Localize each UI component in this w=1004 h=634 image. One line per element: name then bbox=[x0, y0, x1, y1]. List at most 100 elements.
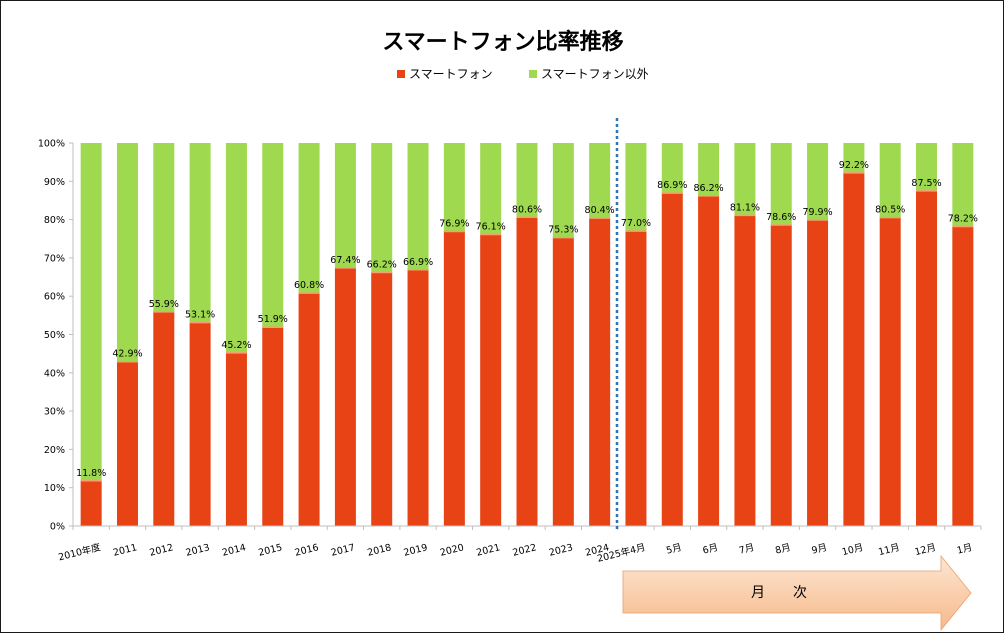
bar-other bbox=[371, 143, 393, 273]
data-label: 45.2% bbox=[221, 340, 251, 351]
bar-other bbox=[661, 143, 683, 194]
bar-other bbox=[298, 143, 320, 294]
data-label: 86.9% bbox=[657, 180, 687, 191]
data-label: 79.9% bbox=[802, 207, 832, 218]
bar-other bbox=[480, 143, 502, 235]
bar-smartphone bbox=[843, 172, 865, 526]
y-tick-label: 0% bbox=[50, 522, 65, 533]
bar-other bbox=[843, 143, 865, 173]
bar-smartphone bbox=[879, 217, 901, 526]
data-label: 76.9% bbox=[439, 218, 469, 229]
bar-other bbox=[879, 143, 901, 218]
data-label: 42.9% bbox=[112, 349, 142, 360]
bars bbox=[80, 143, 974, 527]
y-tick-label: 10% bbox=[44, 483, 65, 494]
bar-other bbox=[552, 143, 574, 238]
bar-smartphone bbox=[807, 219, 829, 526]
bar-other bbox=[770, 143, 792, 225]
data-label: 11.8% bbox=[76, 468, 106, 479]
x-tick-label: 2012 bbox=[148, 542, 174, 559]
bar-smartphone bbox=[80, 480, 102, 526]
x-tick-label: 2018 bbox=[366, 542, 392, 559]
bar-smartphone bbox=[298, 293, 320, 526]
bar-smartphone bbox=[734, 215, 756, 526]
bar-other bbox=[225, 143, 247, 353]
bar-other bbox=[734, 143, 756, 216]
bar-other bbox=[807, 143, 829, 220]
data-label: 87.5% bbox=[911, 178, 941, 189]
y-tick-label: 100% bbox=[38, 139, 65, 150]
x-tick-label: 9月 bbox=[811, 542, 829, 556]
chart-title: スマートフォン比率推移 bbox=[382, 29, 623, 55]
bar-smartphone bbox=[916, 190, 938, 526]
data-label: 80.4% bbox=[585, 205, 615, 216]
x-tick-label: 2020 bbox=[439, 542, 465, 559]
data-label: 60.8% bbox=[294, 280, 324, 291]
y-tick-label: 50% bbox=[44, 330, 65, 341]
x-tick-label: 8月 bbox=[774, 542, 792, 556]
legend-label-other: スマートフォン以外 bbox=[541, 67, 649, 81]
bar-smartphone bbox=[480, 234, 502, 527]
x-tick-label: 2011 bbox=[112, 542, 138, 559]
bar-smartphone bbox=[698, 195, 720, 526]
y-tick-label: 30% bbox=[44, 407, 65, 418]
bar-other bbox=[625, 143, 647, 232]
legend: スマートフォン スマートフォン以外 bbox=[397, 67, 649, 81]
x-tick-label: 6月 bbox=[702, 542, 720, 556]
y-tick-label: 90% bbox=[44, 177, 65, 188]
bar-smartphone bbox=[661, 193, 683, 526]
bar-other bbox=[80, 143, 102, 481]
data-label: 92.2% bbox=[839, 160, 869, 171]
bar-other bbox=[189, 143, 211, 323]
bar-smartphone bbox=[371, 272, 393, 526]
data-label: 53.1% bbox=[185, 310, 215, 321]
data-label: 76.1% bbox=[476, 222, 506, 233]
bar-other bbox=[334, 143, 356, 268]
monthly-arrow-label: 月 次 bbox=[751, 585, 807, 601]
bar-other bbox=[698, 143, 720, 196]
bar-other bbox=[516, 143, 538, 218]
bar-smartphone bbox=[334, 267, 356, 526]
x-tick-label: 2013 bbox=[185, 542, 211, 559]
x-tick-label: 2010年度 bbox=[57, 541, 102, 563]
bar-smartphone bbox=[552, 237, 574, 526]
bar-other bbox=[589, 143, 611, 219]
data-label: 66.9% bbox=[403, 257, 433, 268]
y-tick-label: 80% bbox=[44, 215, 65, 226]
bar-other bbox=[952, 143, 974, 227]
data-label: 80.6% bbox=[512, 204, 542, 215]
data-label: 86.2% bbox=[694, 183, 724, 194]
data-label: 66.2% bbox=[367, 259, 397, 270]
bar-smartphone bbox=[225, 352, 247, 526]
data-label: 75.3% bbox=[548, 225, 578, 236]
x-tick-label: 2017 bbox=[330, 542, 356, 559]
bar-other bbox=[443, 143, 465, 232]
legend-swatch-smartphone bbox=[397, 70, 405, 78]
bar-smartphone bbox=[770, 224, 792, 526]
data-label: 51.9% bbox=[258, 314, 288, 325]
x-tick-label: 1月 bbox=[956, 542, 974, 556]
bar-smartphone bbox=[116, 361, 138, 526]
y-tick-label: 20% bbox=[44, 445, 65, 456]
y-axis: 0% 10% 20% 30% 40% 50% 60% 70% 80% 90% 100% bbox=[38, 139, 74, 533]
bar-smartphone bbox=[589, 218, 611, 526]
y-tick-label: 70% bbox=[44, 253, 65, 264]
data-label: 81.1% bbox=[730, 202, 760, 213]
monthly-arrow: 月 次 bbox=[622, 554, 972, 632]
bar-other bbox=[153, 143, 175, 312]
bar-other bbox=[916, 143, 938, 191]
x-tick-label: 10月 bbox=[841, 542, 865, 558]
x-tick-label: 12月 bbox=[914, 542, 938, 558]
legend-label-smartphone: スマートフォン bbox=[409, 67, 493, 81]
bar-smartphone bbox=[189, 322, 211, 526]
data-label: 78.2% bbox=[948, 213, 978, 224]
monthly-arrow-shape bbox=[622, 554, 972, 632]
bar-smartphone bbox=[407, 269, 429, 526]
x-tick-label: 2015 bbox=[257, 542, 283, 559]
data-label: 80.5% bbox=[875, 205, 905, 216]
data-labels: 11.8% 42.9% 55.9% 53.1% 45.2% 51.9% 60.8% 67.4%… bbox=[76, 160, 978, 479]
legend-swatch-other bbox=[529, 70, 537, 78]
bar-other bbox=[116, 143, 138, 362]
